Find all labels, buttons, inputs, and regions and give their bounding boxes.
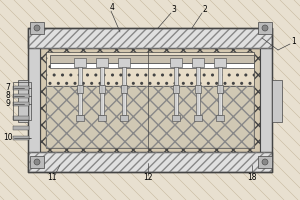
Bar — [218, 67, 222, 85]
Bar — [28, 28, 272, 48]
Text: 8: 8 — [6, 92, 10, 100]
Bar — [195, 85, 201, 93]
Bar — [18, 80, 28, 122]
Bar — [13, 116, 29, 120]
Bar — [46, 52, 254, 86]
Bar — [28, 35, 40, 165]
Bar — [194, 115, 202, 121]
Bar — [28, 28, 272, 48]
Bar — [13, 86, 29, 90]
Bar — [78, 67, 82, 85]
Bar — [217, 85, 223, 93]
Bar — [30, 156, 44, 168]
Bar — [172, 115, 180, 121]
Bar — [122, 67, 126, 85]
Bar — [121, 85, 127, 93]
Bar — [258, 156, 272, 168]
Bar — [78, 93, 82, 115]
Bar — [28, 152, 272, 172]
Circle shape — [34, 159, 40, 165]
Bar — [118, 58, 130, 67]
Text: 12: 12 — [143, 173, 153, 182]
Bar — [174, 67, 178, 85]
Bar — [122, 93, 126, 115]
Bar — [258, 22, 272, 34]
Bar — [272, 80, 282, 122]
Bar — [98, 115, 106, 121]
Bar — [13, 94, 29, 98]
Bar — [13, 136, 29, 140]
Bar — [170, 58, 182, 67]
Text: 2: 2 — [202, 5, 207, 15]
Bar — [174, 93, 178, 115]
Text: 4: 4 — [110, 3, 114, 12]
Bar — [76, 115, 84, 121]
Bar — [13, 102, 29, 106]
Bar — [13, 82, 31, 120]
Bar — [100, 67, 104, 85]
Bar — [30, 22, 44, 34]
Text: 1: 1 — [292, 38, 296, 46]
Text: 18: 18 — [247, 173, 257, 182]
Bar — [260, 35, 272, 165]
Text: 11: 11 — [47, 173, 57, 182]
Bar — [77, 85, 83, 93]
Bar — [192, 58, 204, 67]
Bar — [13, 126, 29, 130]
Bar — [28, 152, 272, 172]
Text: 7: 7 — [6, 84, 10, 92]
Bar — [120, 115, 128, 121]
Bar — [196, 67, 200, 85]
Bar — [216, 115, 224, 121]
Bar — [196, 93, 200, 115]
Circle shape — [34, 25, 40, 31]
Bar — [40, 48, 260, 152]
Bar — [46, 86, 254, 148]
Bar — [50, 63, 254, 68]
Bar — [218, 93, 222, 115]
Text: 10: 10 — [3, 134, 13, 142]
Bar — [173, 85, 179, 93]
Bar — [96, 58, 108, 67]
Circle shape — [262, 159, 268, 165]
Bar — [99, 85, 105, 93]
Bar — [214, 58, 226, 67]
Bar — [100, 93, 104, 115]
Text: 9: 9 — [6, 99, 10, 108]
Bar — [46, 86, 254, 148]
Circle shape — [262, 25, 268, 31]
Text: 3: 3 — [172, 5, 176, 15]
Bar — [74, 58, 86, 67]
Bar — [50, 55, 254, 63]
